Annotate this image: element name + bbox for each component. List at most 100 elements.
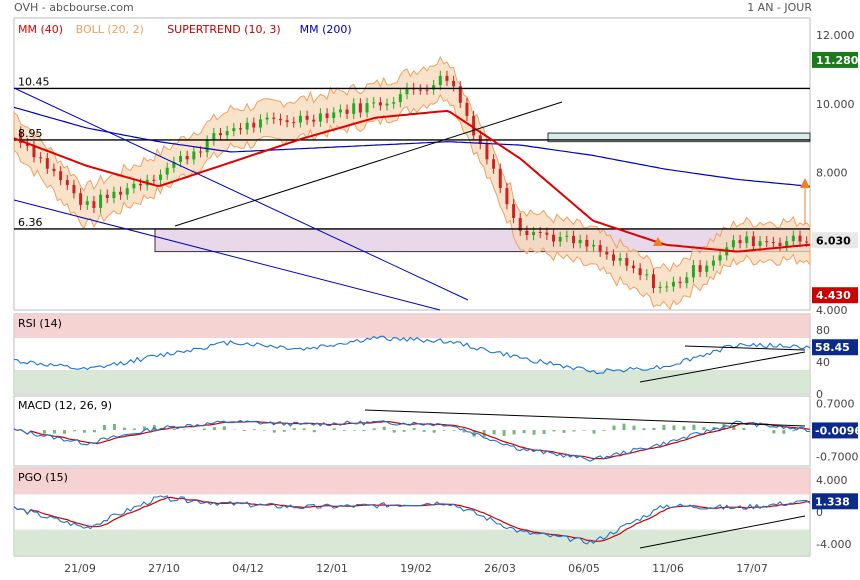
macd-hist-bar (412, 428, 416, 431)
macd-hist-bar (122, 427, 126, 431)
macd-hist-bar (212, 427, 216, 431)
macd-hist-bar (592, 430, 596, 434)
rsi-line (13, 335, 811, 375)
candle-body (678, 281, 682, 284)
macd-hist-bar (52, 430, 56, 434)
pgo-line (13, 495, 811, 545)
macd-hist-bar (502, 430, 506, 436)
candle-body (252, 122, 256, 128)
x-tick-label: 17/07 (736, 562, 768, 575)
rsi-value-badge (812, 339, 858, 356)
candle-body (671, 281, 675, 287)
candle-body (532, 231, 536, 236)
candle-body (452, 80, 456, 87)
candle-body (638, 268, 642, 276)
macd-hist-bar (292, 428, 296, 431)
rsi-title: RSI (14) (18, 317, 62, 330)
macd-hist-bar (572, 430, 576, 432)
candle-body (265, 117, 269, 120)
mm40-line (13, 109, 811, 253)
candle-body (132, 183, 136, 189)
candle-body (512, 204, 516, 219)
macd-hist-bar (612, 425, 616, 431)
candle-body (225, 131, 229, 136)
chart-source-title: OVH - abcbourse.com (14, 1, 134, 14)
candle-body (112, 191, 116, 198)
trendline-1 (13, 87, 469, 301)
candle-body (325, 113, 329, 119)
macd-hist-bar (622, 423, 626, 431)
candle-body (578, 239, 582, 244)
macd-title: MACD (12, 26, 9) (18, 399, 112, 412)
candle-body (378, 102, 382, 106)
candle-body (278, 118, 282, 121)
candle-body (458, 86, 462, 103)
macd-hist-bar (372, 428, 376, 431)
macd-hist-bar (112, 423, 116, 431)
candle-body (558, 236, 562, 242)
candle-body (318, 113, 322, 122)
candle-body (598, 245, 602, 252)
macd-hist-bar (512, 430, 516, 435)
candle-body (492, 159, 496, 169)
price-tick-label: 8.000 (816, 167, 848, 180)
macd-hist-bar (102, 424, 106, 431)
rsi-tick-label: 0 (816, 388, 823, 401)
macd-hist-bar (702, 427, 706, 431)
macd-hist-bar (662, 424, 666, 431)
candle-body (32, 145, 36, 158)
x-tick-label: 26/03 (484, 562, 516, 575)
candle-body (59, 171, 63, 181)
candle-body (425, 89, 429, 91)
candle-body (658, 286, 662, 289)
macd-hist-bar (522, 430, 526, 434)
macd-hist-bar (42, 430, 46, 434)
target-arrow-head (800, 178, 810, 188)
price-badge-label: 11.280 (816, 54, 859, 67)
macd-hist-bar (282, 430, 286, 432)
macd-histogram (42, 423, 806, 437)
macd-hist-bar (312, 430, 316, 433)
legend-item: MM (40) (18, 23, 63, 36)
candle-body (745, 236, 749, 244)
rsi-overbought-zone (14, 314, 810, 338)
legend-item: MM (200) (300, 23, 352, 36)
candle-body (312, 119, 316, 122)
price-badge (812, 287, 858, 304)
candle-body (218, 133, 222, 136)
candle-body (738, 240, 742, 244)
macd-hist-bar (382, 426, 386, 431)
candle-body (365, 103, 369, 113)
candle-body (711, 260, 715, 266)
macd-hist-bar (602, 430, 606, 431)
candle-body (92, 201, 96, 208)
candle-body (565, 235, 569, 237)
signal-marker (653, 237, 663, 246)
macd-hist-bar (802, 429, 806, 431)
candle-body (705, 265, 709, 272)
pgo-overbought-zone (14, 468, 810, 495)
candle-body (45, 158, 49, 169)
candle-body (358, 103, 362, 113)
candle-body (179, 156, 183, 163)
candle-body (212, 133, 216, 141)
macd-hist-bar (202, 428, 206, 431)
candle-body (611, 254, 615, 261)
macd-tick-label: 0.7000 (816, 398, 855, 411)
candle-body (418, 89, 422, 91)
macd-hist-bar (352, 430, 356, 431)
pgo-tick-label: -4.000 (816, 538, 851, 551)
trendline-2 (13, 199, 441, 311)
macd-hist-bar (252, 429, 256, 431)
macd-hist-bar (652, 427, 656, 431)
price-badge-label: 6.030 (816, 234, 851, 247)
candle-body (751, 236, 755, 247)
candle-body (85, 201, 89, 205)
macd-hist-bar (542, 430, 546, 434)
macd-hist-bar (472, 430, 476, 437)
macd-hist-bar (482, 430, 486, 437)
macd-hist-bar (142, 426, 146, 431)
pgo-tick-label: 4.000 (816, 474, 848, 487)
candle-body (199, 151, 203, 153)
macd-hist-bar (732, 424, 736, 431)
